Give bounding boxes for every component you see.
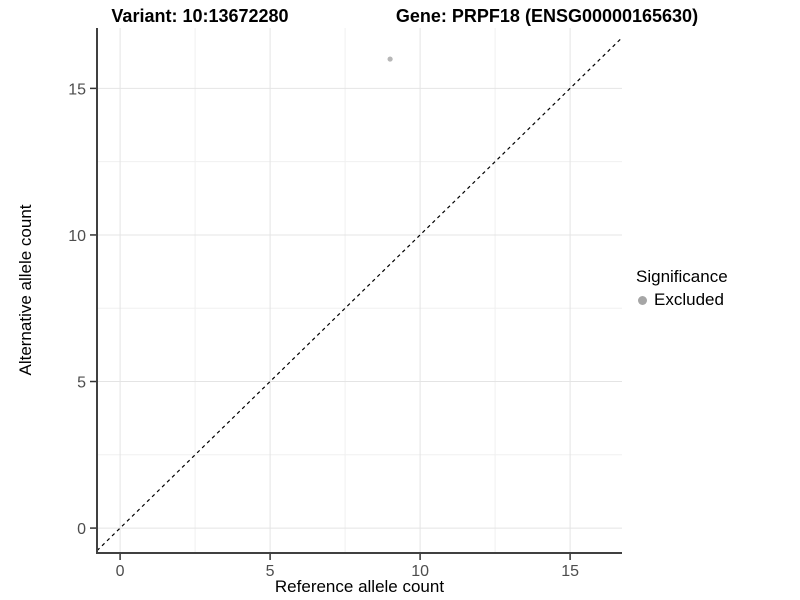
- identity-reference-line: [96, 37, 623, 552]
- y-tick-label: 10: [68, 228, 86, 245]
- plot-title-variant: Variant: 10:13672280: [111, 6, 289, 26]
- legend-item-excluded: Excluded: [636, 290, 728, 310]
- legend: Significance Excluded: [636, 267, 728, 310]
- y-tick-label: 0: [77, 521, 86, 538]
- plot-title-gene: Gene: PRPF18 (ENSG00000165630): [395, 6, 699, 26]
- y-axis-title: Alternative allele count: [16, 204, 35, 376]
- legend-item-label: Excluded: [654, 290, 724, 309]
- x-axis-title: Reference allele count: [274, 577, 445, 596]
- legend-title: Significance: [636, 267, 728, 286]
- legend-point-icon: [638, 295, 647, 305]
- y-tick-label: 15: [68, 81, 86, 98]
- x-tick-label: 5: [266, 563, 275, 580]
- x-tick-label: 15: [561, 563, 579, 580]
- data-point: [387, 56, 393, 62]
- x-tick-label: 0: [116, 563, 125, 580]
- y-tick-label: 5: [77, 375, 86, 392]
- x-tick-label: 10: [411, 563, 429, 580]
